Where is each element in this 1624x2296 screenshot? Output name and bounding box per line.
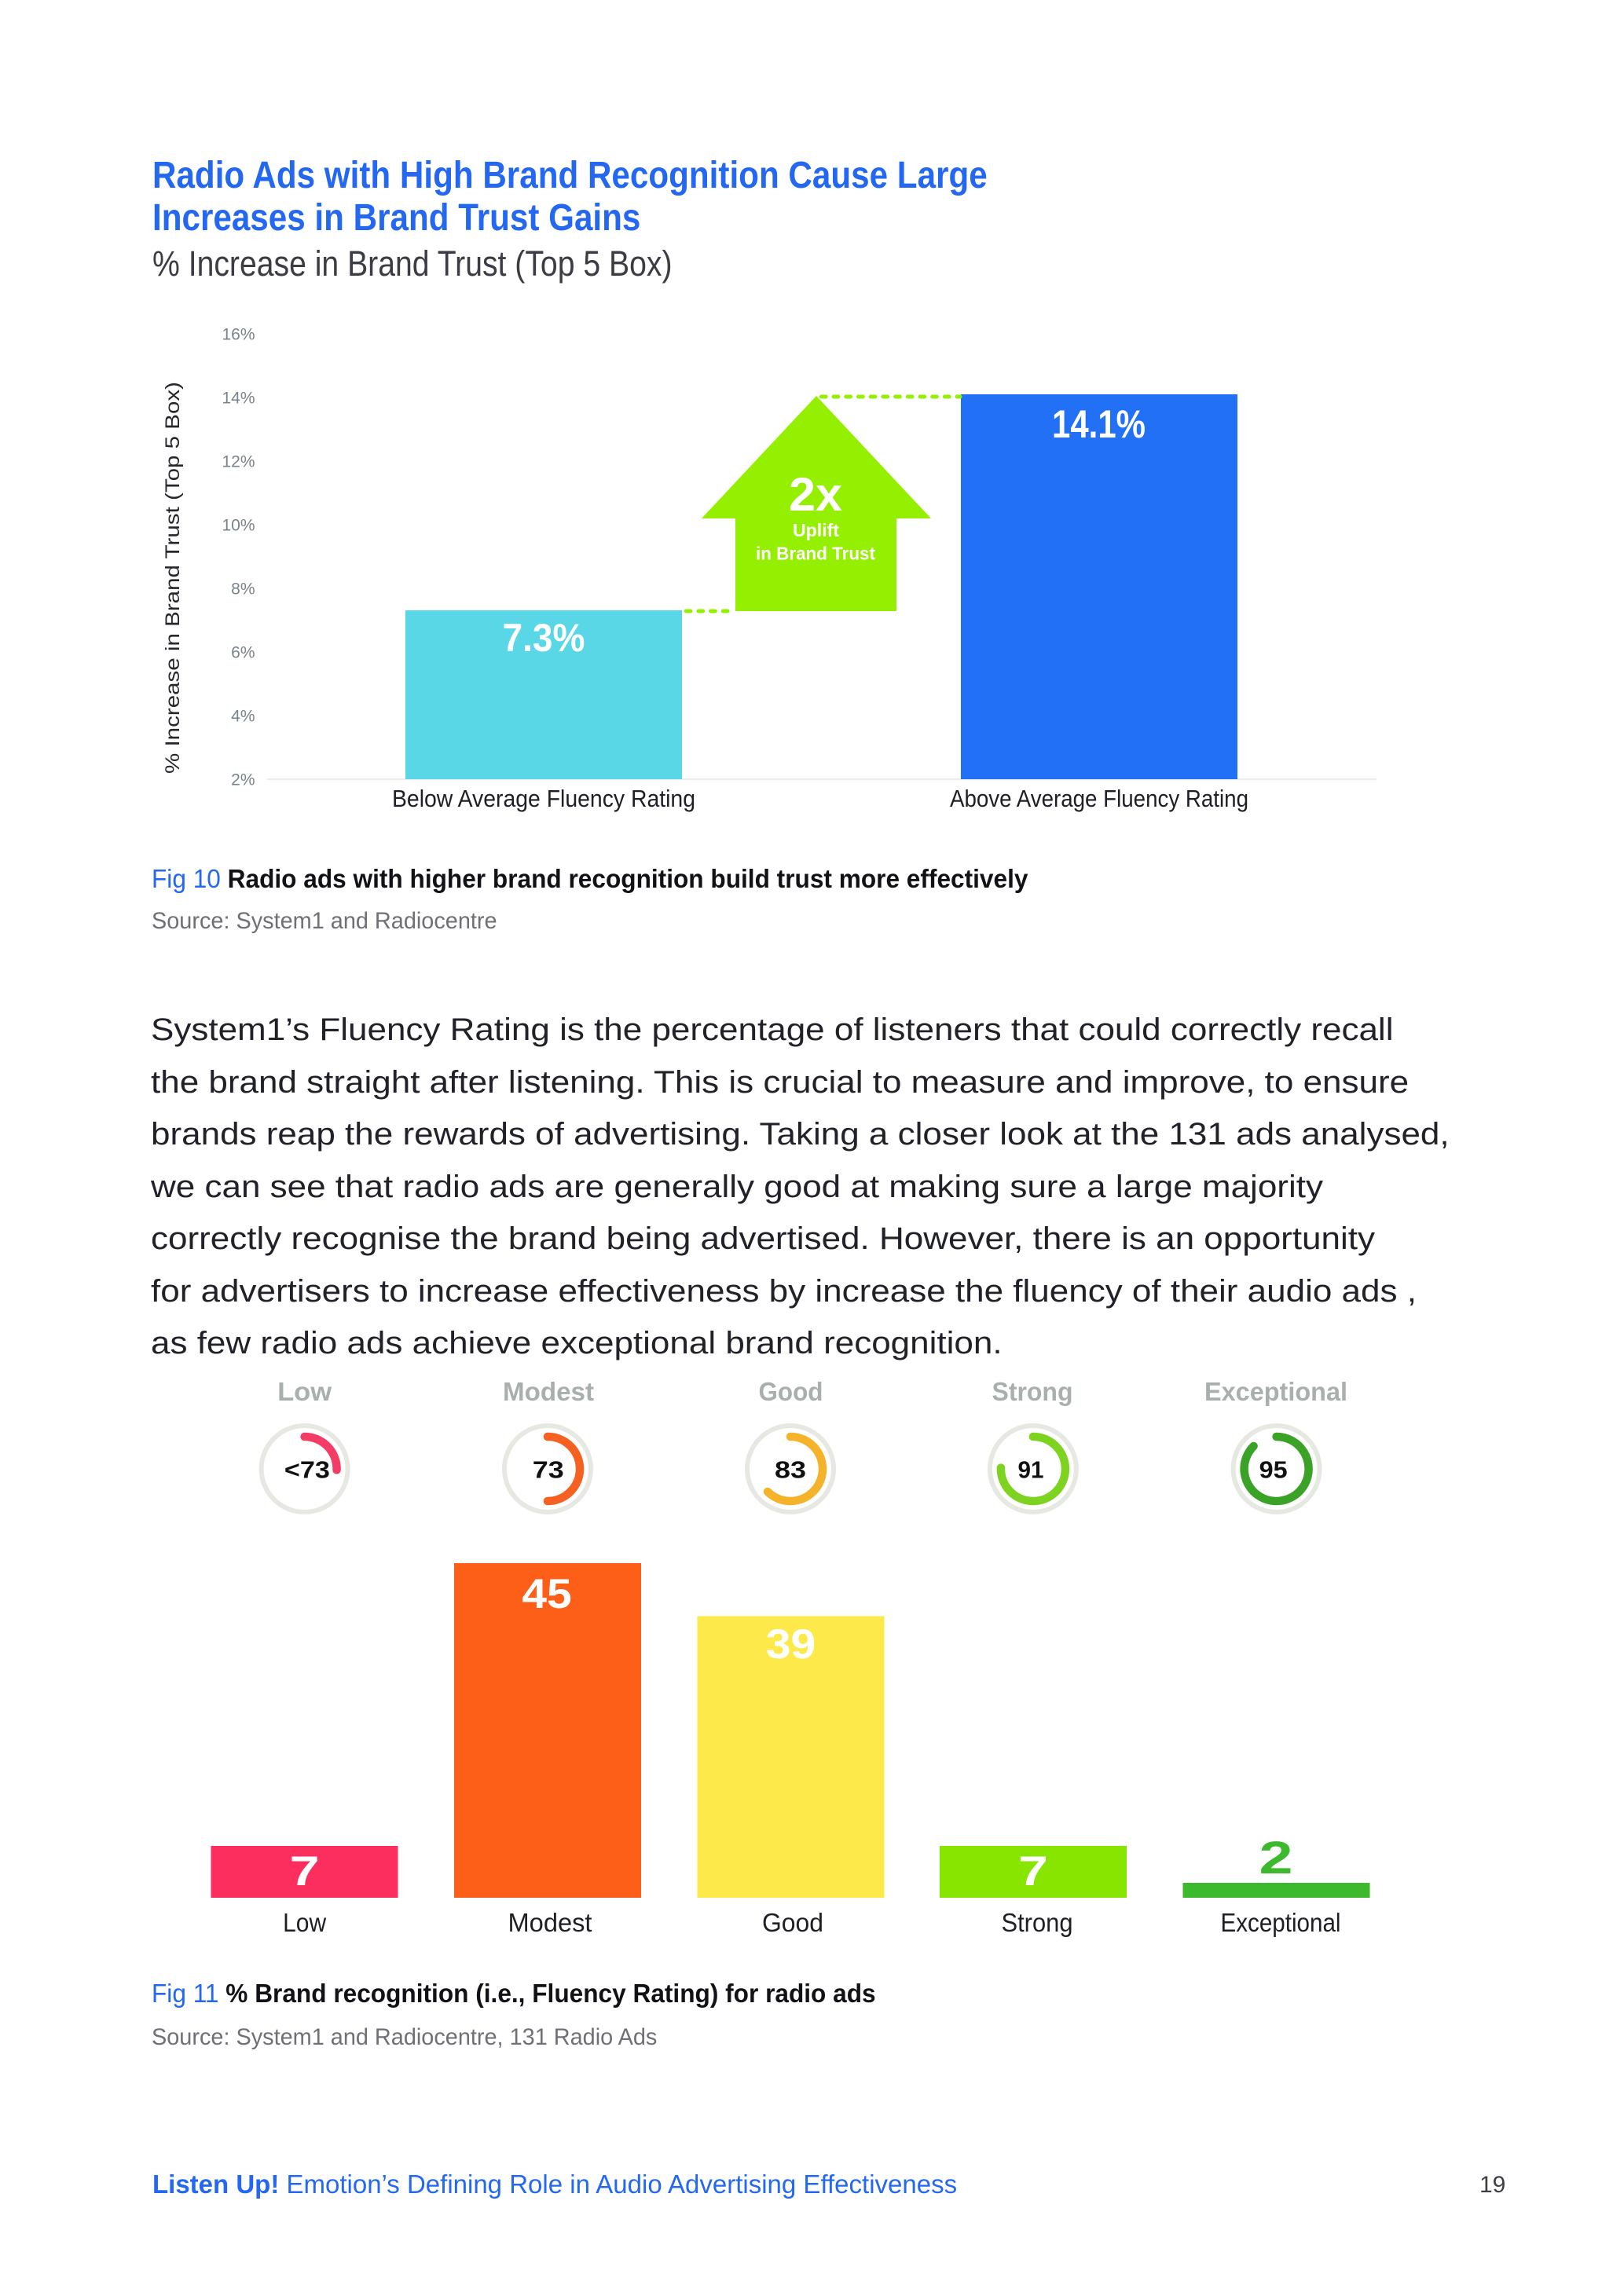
svg-text:7: 7 [290, 1848, 320, 1895]
svg-text:8%: 8% [231, 580, 255, 599]
svg-text:16%: 16% [222, 326, 255, 344]
svg-text:Below Average Fluency Rating: Below Average Fluency Rating [392, 785, 695, 812]
svg-text:4%: 4% [231, 708, 255, 726]
svg-text:Exceptional: Exceptional [1221, 1908, 1341, 1937]
svg-text:7: 7 [1018, 1848, 1048, 1895]
svg-text:2x: 2x [789, 468, 842, 521]
svg-text:12%: 12% [222, 453, 255, 471]
svg-text:% Increase in Brand Trust (Top: % Increase in Brand Trust (Top 5 Box) [162, 382, 184, 774]
svg-text:10%: 10% [222, 517, 255, 535]
svg-text:7.3%: 7.3% [503, 616, 585, 660]
svg-text:Exceptional: Exceptional [1204, 1377, 1347, 1406]
svg-text:73: 73 [533, 1456, 564, 1484]
svg-text:Good: Good [759, 1377, 823, 1406]
svg-text:39: 39 [766, 1621, 816, 1668]
svg-text:Above Average Fluency Rating: Above Average Fluency Rating [950, 785, 1248, 812]
svg-text:Low: Low [277, 1377, 332, 1406]
svg-text:Strong: Strong [992, 1377, 1073, 1406]
svg-text:Modest: Modest [503, 1377, 594, 1406]
svg-text:45: 45 [522, 1571, 572, 1617]
svg-text:2: 2 [1259, 1833, 1293, 1884]
svg-text:95: 95 [1259, 1456, 1288, 1484]
svg-text:Good: Good [762, 1908, 823, 1937]
svg-text:2%: 2% [231, 771, 255, 789]
svg-text:83: 83 [775, 1456, 806, 1484]
svg-text:Uplift: Uplift [793, 520, 839, 540]
svg-text:14%: 14% [222, 390, 255, 408]
svg-text:Modest: Modest [508, 1908, 592, 1937]
svg-text:6%: 6% [231, 644, 255, 662]
svg-text:<73: <73 [284, 1456, 330, 1484]
svg-text:91: 91 [1018, 1456, 1044, 1484]
svg-text:Low: Low [283, 1908, 326, 1937]
svg-text:Strong: Strong [1002, 1908, 1073, 1937]
svg-text:in Brand Trust: in Brand Trust [756, 544, 875, 564]
svg-text:14.1%: 14.1% [1052, 402, 1146, 446]
